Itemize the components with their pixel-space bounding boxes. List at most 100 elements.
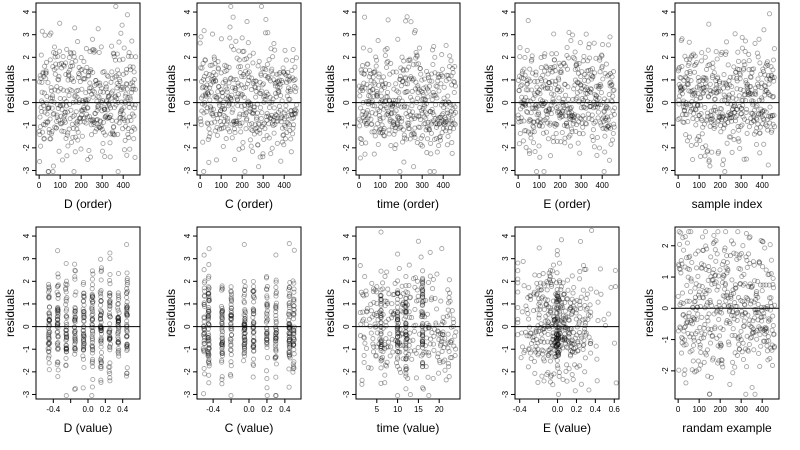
data-point bbox=[76, 116, 82, 122]
data-point bbox=[406, 342, 412, 348]
data-point bbox=[431, 92, 437, 98]
data-point bbox=[132, 154, 138, 160]
data-point bbox=[732, 350, 738, 356]
data-point bbox=[211, 56, 217, 62]
data-point bbox=[89, 343, 95, 349]
data-point bbox=[390, 100, 396, 106]
data-point bbox=[124, 288, 130, 294]
data-point bbox=[111, 124, 117, 130]
data-point bbox=[107, 293, 113, 299]
data-point bbox=[686, 39, 692, 45]
data-point bbox=[255, 142, 261, 148]
data-point bbox=[719, 310, 725, 316]
data-point bbox=[684, 255, 690, 261]
data-point bbox=[378, 301, 384, 307]
data-point bbox=[241, 358, 247, 364]
data-point bbox=[566, 110, 572, 116]
data-point bbox=[681, 247, 687, 253]
data-point bbox=[572, 362, 578, 368]
data-point bbox=[725, 120, 731, 126]
data-point bbox=[227, 35, 233, 41]
data-point bbox=[286, 366, 292, 372]
data-point bbox=[231, 118, 237, 124]
data-point bbox=[273, 327, 279, 333]
data-point bbox=[389, 315, 395, 321]
data-point bbox=[219, 351, 226, 357]
data-point bbox=[531, 129, 537, 135]
data-point bbox=[431, 43, 437, 50]
data-point bbox=[433, 322, 439, 328]
data-point bbox=[378, 339, 384, 345]
data-point bbox=[718, 357, 724, 363]
y-tick-label: 0 bbox=[501, 324, 510, 329]
data-point bbox=[251, 320, 257, 326]
data-point bbox=[48, 88, 55, 94]
data-point bbox=[411, 164, 417, 170]
data-point bbox=[104, 89, 110, 96]
data-point bbox=[199, 101, 206, 107]
data-point bbox=[757, 112, 764, 118]
data-point bbox=[368, 365, 374, 371]
data-point bbox=[124, 152, 130, 158]
data-point bbox=[55, 88, 61, 94]
data-point bbox=[288, 111, 295, 117]
data-point bbox=[376, 129, 382, 135]
data-point bbox=[757, 332, 763, 338]
data-point bbox=[89, 282, 96, 288]
data-point bbox=[361, 293, 367, 299]
data-point bbox=[63, 363, 69, 369]
data-point bbox=[681, 324, 688, 331]
data-point bbox=[445, 93, 451, 99]
data-point bbox=[518, 118, 524, 124]
data-point bbox=[444, 118, 450, 124]
data-point bbox=[452, 83, 458, 89]
data-point bbox=[752, 310, 759, 316]
data-point bbox=[115, 292, 121, 298]
data-point bbox=[703, 143, 709, 149]
data-point bbox=[221, 113, 227, 119]
data-point bbox=[213, 94, 219, 100]
data-point bbox=[424, 111, 430, 117]
data-point bbox=[689, 367, 695, 373]
data-point bbox=[744, 130, 750, 136]
data-point bbox=[765, 162, 771, 168]
data-point bbox=[116, 348, 122, 354]
data-point bbox=[285, 113, 291, 119]
data-point bbox=[593, 55, 599, 61]
data-point bbox=[115, 339, 121, 345]
data-point bbox=[378, 292, 384, 298]
data-point bbox=[90, 117, 96, 123]
data-point bbox=[219, 327, 225, 333]
data-point bbox=[291, 303, 297, 309]
data-point bbox=[432, 70, 438, 76]
data-point bbox=[361, 71, 367, 77]
plot-frame bbox=[355, 226, 461, 400]
data-point bbox=[396, 89, 402, 95]
data-point bbox=[407, 112, 413, 118]
y-tick-label: 0 bbox=[22, 324, 31, 329]
data-point bbox=[431, 326, 438, 332]
data-point bbox=[595, 109, 601, 115]
data-point bbox=[251, 104, 257, 110]
data-point bbox=[265, 91, 271, 97]
data-point bbox=[229, 85, 236, 91]
data-point bbox=[113, 93, 119, 99]
data-point bbox=[528, 293, 534, 299]
data-point bbox=[275, 84, 281, 90]
data-point bbox=[594, 378, 600, 384]
data-point bbox=[759, 108, 765, 114]
data-point bbox=[81, 59, 87, 65]
data-point bbox=[115, 345, 121, 352]
data-point bbox=[380, 83, 386, 89]
data-point bbox=[215, 65, 221, 71]
data-point bbox=[604, 114, 610, 120]
data-point bbox=[421, 76, 428, 82]
x-tick-label: 100 bbox=[692, 405, 706, 414]
data-point bbox=[388, 60, 394, 66]
data-point bbox=[71, 54, 77, 60]
data-point bbox=[276, 71, 282, 77]
data-point bbox=[247, 53, 253, 59]
data-point bbox=[753, 141, 760, 148]
data-point bbox=[46, 304, 53, 310]
